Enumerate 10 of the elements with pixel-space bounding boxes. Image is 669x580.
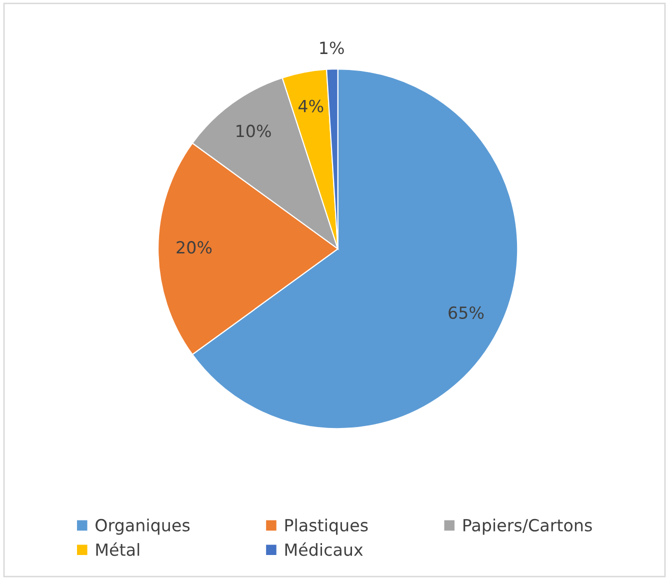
data-label: 1% [320,42,344,54]
legend-label: Médicaux [285,542,363,556]
legend-label: Métal [96,542,140,556]
data-label: 4% [298,100,324,112]
data-label: 65% [448,306,484,319]
data-label: 20% [176,241,212,254]
legend-label: Plastiques [285,518,368,535]
legend-label: Papiers/Cartons [464,518,592,535]
data-label: 10% [236,124,271,138]
legend-label: Organiques [96,518,190,535]
